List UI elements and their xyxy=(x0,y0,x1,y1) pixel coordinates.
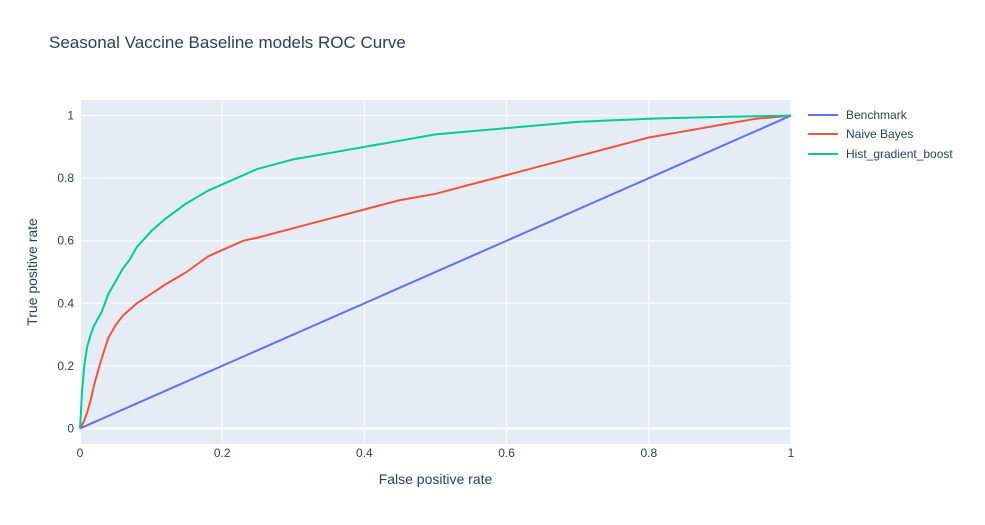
x-tick-label-2: 0.4 xyxy=(356,446,373,460)
legend-item-benchmark[interactable]: Benchmark xyxy=(808,105,953,125)
legend: Benchmark Naive Bayes Hist_gradient_boos… xyxy=(808,105,953,164)
x-tick-label-4: 0.8 xyxy=(640,446,657,460)
legend-label-hist-gradient-boost: Hist_gradient_boost xyxy=(846,146,953,161)
legend-swatch-hist-gradient-boost xyxy=(808,152,838,155)
series-lines xyxy=(79,114,792,430)
chart-title: Seasonal Vaccine Baseline models ROC Cur… xyxy=(49,33,406,52)
legend-label-naive-bayes: Naive Bayes xyxy=(846,127,914,142)
series-line-hist-gradient-boost xyxy=(79,114,792,429)
legend-item-naive-bayes[interactable]: Naive Bayes xyxy=(808,125,953,145)
y-tick-label-3: 0.6 xyxy=(57,234,74,248)
y-tick-label-2: 0.4 xyxy=(57,296,74,310)
series-line-naive-bayes xyxy=(79,114,792,429)
series-line-benchmark xyxy=(79,114,792,430)
y-tick-label-0: 0 xyxy=(67,421,74,435)
x-tick-label-5: 1 xyxy=(788,446,795,460)
legend-item-hist-gradient-boost[interactable]: Hist_gradient_boost xyxy=(808,144,953,164)
legend-swatch-naive-bayes xyxy=(808,133,838,136)
y-tick-label-1: 0.2 xyxy=(57,359,74,373)
y-tick-labels: 0 0.2 0.4 0.6 0.8 1 xyxy=(57,109,74,436)
legend-label-benchmark: Benchmark xyxy=(846,107,907,122)
x-tick-labels: 0 0.2 0.4 0.6 0.8 1 xyxy=(77,446,795,460)
grid-lines xyxy=(79,100,792,444)
legend-swatch-benchmark xyxy=(808,113,838,116)
y-tick-label-5: 1 xyxy=(67,109,74,123)
x-tick-label-0: 0 xyxy=(77,446,84,460)
y-axis-label: True positive rate xyxy=(24,218,40,326)
x-tick-label-3: 0.6 xyxy=(498,446,515,460)
x-axis-label: False positive rate xyxy=(378,471,493,487)
x-tick-label-1: 0.2 xyxy=(214,446,231,460)
y-tick-label-4: 0.8 xyxy=(57,171,74,185)
